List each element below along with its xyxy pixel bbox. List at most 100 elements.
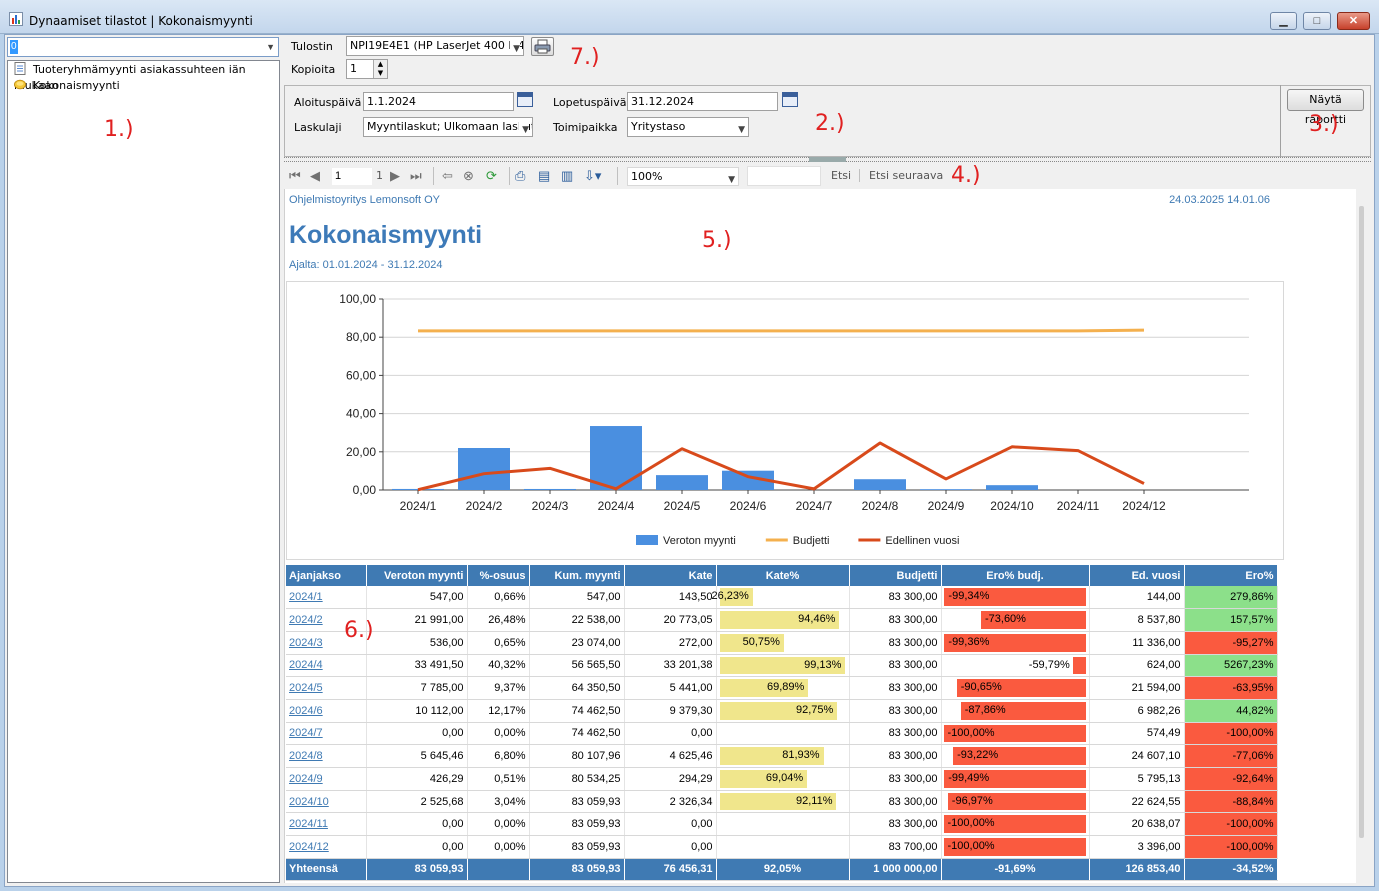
splitter-grip[interactable] [809, 157, 846, 162]
budget-diff-cell: -99,49% [941, 767, 1090, 791]
calendar-icon[interactable] [782, 92, 798, 107]
period-link[interactable]: 2024/12 [286, 835, 367, 859]
last-page-icon[interactable]: ⏭ [410, 168, 422, 183]
prev-year-cell: 624,00 [1089, 654, 1185, 678]
value-bar [956, 679, 1086, 697]
bar [458, 447, 510, 490]
share-cell: 26,48% [467, 608, 530, 632]
printer-label: Tulostin [291, 40, 333, 53]
period-link[interactable]: 2024/10 [286, 790, 367, 814]
end-date-label: Lopetuspäivä [553, 96, 627, 109]
period-link[interactable]: 2024/4 [286, 654, 367, 678]
minimize-button[interactable]: ▁ [1270, 12, 1297, 30]
invoice-type-combo[interactable]: Myyntilaskut; Ulkomaan laskut; ▼ [363, 117, 533, 137]
location-combo[interactable]: Yritystaso ▼ [627, 117, 749, 137]
table-row: 2024/2 21 991,00 26,48% 22 538,00 20 773,05 9… [286, 608, 1278, 632]
value-bar [960, 701, 1086, 720]
table-row: 2024/10 2 525,68 3,04% 83 059,93 2 326,34 92,… [286, 790, 1278, 814]
maximize-button[interactable]: □ [1303, 12, 1331, 30]
spin-arrows-icon[interactable]: ▲ ▼ [373, 60, 387, 78]
report-title: Kokonaismyynti [289, 221, 483, 249]
budget-diff-cell: -87,86% [941, 699, 1090, 723]
y-tick-label: 20,00 [346, 445, 376, 459]
print-icon[interactable]: ⎙ [515, 168, 526, 183]
print-layout-icon[interactable]: ▤ [538, 168, 551, 183]
value-bar [1072, 656, 1086, 675]
value-bar [943, 724, 1086, 743]
sales-cell: 33 491,50 [366, 654, 468, 678]
stop-icon[interactable]: ⊗ [463, 168, 474, 183]
period-link[interactable]: 2024/11 [286, 812, 367, 837]
report-filter-combo[interactable]: 0 ▼ [7, 37, 279, 57]
end-date-field[interactable]: 31.12.2024 [627, 92, 778, 111]
period-link[interactable]: 2024/3 [286, 631, 367, 655]
find-button[interactable]: Etsi [831, 169, 852, 182]
value-bar [943, 815, 1086, 834]
x-tick-label: 2024/4 [598, 499, 635, 513]
period-link[interactable]: 2024/5 [286, 676, 367, 700]
total-row: Yhteensä 83 059,93 83 059,93 76 456,31 92,05… [286, 858, 1278, 881]
page-number-input[interactable]: 1 [332, 168, 372, 185]
y-tick-label: 60,00 [346, 368, 376, 382]
total-cell: 83 059,93 [366, 858, 468, 881]
printer-combo[interactable]: NPI19E4E1 (HP LaserJet 400 M4 ▼ [346, 36, 524, 56]
sales-cell: 7 785,00 [366, 676, 468, 700]
find-input[interactable] [747, 166, 821, 186]
margin-cell: 0,00 [624, 722, 717, 746]
period-link[interactable]: 2024/8 [286, 744, 367, 768]
start-date-label: Aloituspäivä [294, 96, 362, 109]
period-link[interactable]: 2024/7 [286, 722, 367, 746]
share-cell: 12,17% [467, 699, 530, 723]
diff-cell: -95,27% [1184, 631, 1278, 655]
x-tick-label: 2024/8 [862, 499, 899, 513]
first-page-icon[interactable]: ⏮ [289, 168, 301, 183]
total-cell: 83 059,93 [529, 858, 625, 881]
diff-cell: 279,86% [1184, 586, 1278, 610]
sales-table: Ajanjakso Veroton myynti %-osuus Kum. myynt… [286, 565, 1278, 881]
sales-cell: 21 991,00 [366, 608, 468, 632]
margin-pct-cell: 81,93% [716, 744, 850, 768]
period-link[interactable]: 2024/2 [286, 608, 367, 632]
period-link[interactable]: 2024/6 [286, 699, 367, 723]
report-tree[interactable]: Tuoteryhmämyynti asiakassuhteen iän muka… [7, 60, 280, 883]
prev-year-cell: 22 624,55 [1089, 790, 1185, 814]
tree-item-tuoteryhmamyynti[interactable]: Tuoteryhmämyynti asiakassuhteen iän muka… [14, 62, 279, 92]
tree-item-kokonaismyynti[interactable]: Kokonaismyynti [14, 78, 120, 94]
zoom-combo[interactable]: 100% ▼ [627, 167, 739, 186]
x-tick-label: 2024/5 [664, 499, 701, 513]
budget-cell: 83 700,00 [849, 835, 942, 859]
budget-cell: 83 300,00 [849, 722, 942, 746]
page-total: 1 [376, 169, 383, 182]
table-row: 2024/4 33 491,50 40,32% 56 565,50 33 201,38 9… [286, 654, 1278, 678]
table-row: 2024/9 426,29 0,51% 80 534,25 294,29 69,04% 83… [286, 767, 1278, 791]
close-button[interactable]: ✕ [1337, 12, 1370, 30]
show-report-button[interactable]: Näytä raportti [1287, 89, 1364, 126]
scrollbar-thumb[interactable] [1359, 206, 1364, 838]
bar [854, 479, 906, 490]
period-link[interactable]: 2024/1 [286, 586, 367, 610]
column-header: Kum. myynti [529, 565, 625, 586]
start-date-field[interactable]: 1.1.2024 [363, 92, 514, 111]
refresh-icon[interactable]: ⟳ [486, 168, 497, 183]
copies-stepper[interactable]: 1 ▲ ▼ [346, 59, 388, 79]
export-icon[interactable]: ⇩▾ [584, 168, 602, 183]
margin-cell: 2 326,34 [624, 790, 717, 814]
cell-value: 92,11% [795, 794, 833, 807]
budget-cell: 83 300,00 [849, 767, 942, 791]
back-icon[interactable]: ⇦ [442, 168, 453, 183]
printer-value: NPI19E4E1 (HP LaserJet 400 M4 [350, 39, 524, 52]
report-filter-value: 0 [10, 40, 18, 54]
budget-cell: 83 300,00 [849, 586, 942, 610]
page-setup-icon[interactable]: ▥ [561, 168, 574, 183]
print-button[interactable] [531, 37, 554, 56]
period-link[interactable]: 2024/9 [286, 767, 367, 791]
find-next-button[interactable]: Etsi seuraava [869, 169, 944, 182]
chevron-down-icon: ▼ [519, 121, 529, 136]
diff-cell: -100,00% [1184, 722, 1278, 746]
previous-page-icon[interactable]: ◀ [310, 168, 320, 183]
cumulative-cell: 80 534,25 [529, 767, 625, 791]
next-page-icon[interactable]: ▶ [390, 168, 400, 183]
cell-value: 50,75% [742, 635, 780, 648]
calendar-icon[interactable] [517, 92, 533, 107]
table-row: 2024/12 0,00 0,00% 83 059,93 0,00 83 700,00 -1… [286, 835, 1278, 859]
